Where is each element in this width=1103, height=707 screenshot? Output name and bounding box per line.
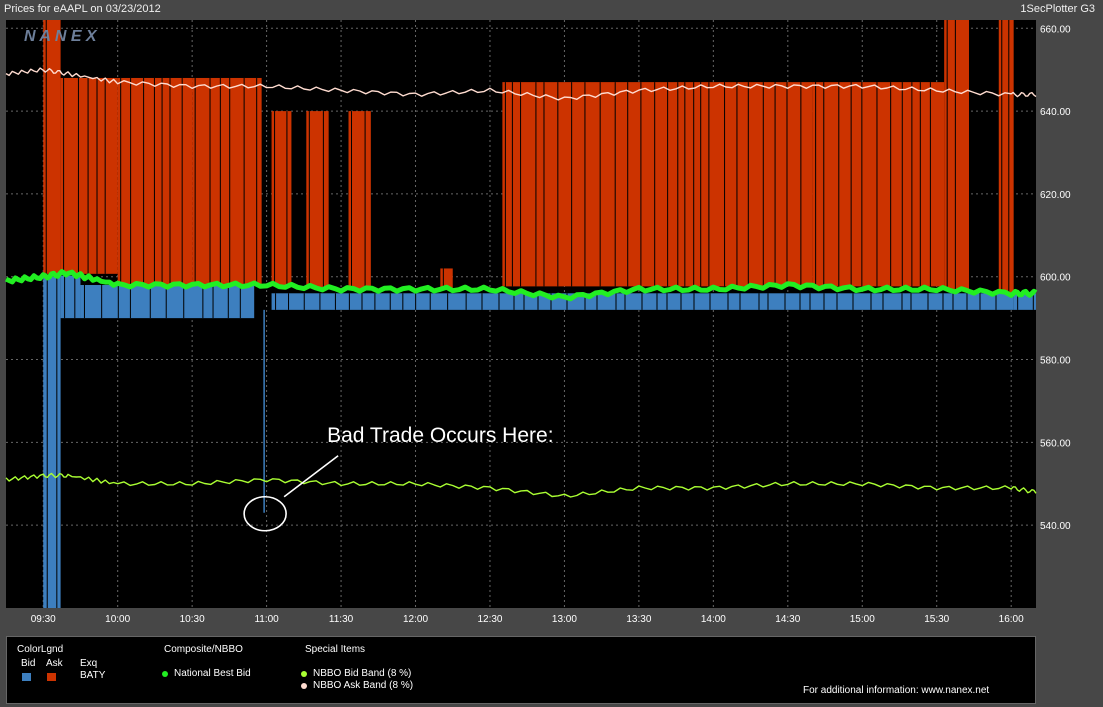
ask-quote-bar (812, 82, 945, 287)
x-tick-label: 15:30 (924, 614, 949, 625)
ask-quote-bar (192, 77, 262, 286)
legend-bid-label: Bid (21, 658, 36, 669)
ask-quote-bar (502, 82, 813, 287)
y-tick-label: 600.00 (1040, 273, 1071, 284)
series-line (4, 269, 1038, 302)
bid-quote-bar (43, 276, 61, 608)
y-tick-label: 560.00 (1040, 438, 1071, 449)
x-tick-label: 15:00 (850, 614, 875, 625)
ask-quote-bar (43, 20, 61, 274)
series-line (5, 67, 1037, 101)
series-lines (4, 67, 1038, 498)
info-link-text: For additional information: www.nanex.ne… (803, 685, 990, 696)
legend-panel: ColorLgnd Bid Ask Exq BATY Composite/NBB… (6, 636, 1036, 704)
x-tick-label: 14:00 (701, 614, 726, 625)
ask-swatch (47, 673, 56, 681)
bid-quote-bar (271, 293, 1014, 310)
axis-ticks: 540.00 560.00 580.00 600.00 620.00 640.00 660.… (31, 24, 1071, 625)
x-tick-label: 10:30 (180, 614, 205, 625)
series-line (5, 472, 1037, 498)
x-tick-label: 12:30 (477, 614, 502, 625)
bad-trade-annotation: Bad Trade Occurs Here: (243, 424, 554, 532)
ask-quote-bar (998, 20, 1014, 293)
y-tick-label: 580.00 (1040, 356, 1071, 367)
x-tick-label: 11:30 (329, 614, 354, 625)
bid-quote-bar (80, 285, 255, 319)
y-tick-label: 640.00 (1040, 107, 1071, 118)
chart-title: Prices for eAAPL on 03/23/2012 (4, 3, 161, 15)
colorlgnd-title: ColorLgnd (17, 644, 64, 655)
ask-quote-bar (60, 77, 118, 274)
legend-bid-band-label: NBBO Bid Band (8 %) (313, 668, 412, 679)
legend-ask-label: Ask (46, 658, 63, 669)
nbb-legend-dot (162, 671, 168, 677)
x-tick-label: 12:00 (403, 614, 428, 625)
legend-exq-label: Exq (80, 658, 98, 669)
plotter-name: 1SecPlotter G3 (1020, 3, 1095, 15)
bad-trade-label: Bad Trade Occurs Here: (327, 424, 553, 447)
y-tick-label: 660.00 (1040, 24, 1071, 35)
x-tick-label: 13:30 (626, 614, 651, 625)
x-tick-label: 14:30 (775, 614, 800, 625)
bad-trade-circle (243, 495, 287, 532)
x-tick-label: 16:00 (999, 614, 1024, 625)
bad-trade-pointer (283, 455, 339, 498)
y-tick-label: 540.00 (1040, 521, 1071, 532)
legend-nbb-label: National Best Bid (174, 668, 251, 679)
composite-title: Composite/NBBO (164, 644, 243, 655)
exchange-quote-bars (43, 20, 1036, 608)
y-tick-label: 620.00 (1040, 190, 1071, 201)
legend-ask-band-label: NBBO Ask Band (8 %) (313, 680, 414, 691)
legend-exchange: BATY (80, 670, 106, 681)
price-chart: 540.00 560.00 580.00 600.00 620.00 640.00 660.… (4, 20, 1071, 625)
ask-band-legend-dot (301, 683, 307, 689)
bid-band-legend-dot (301, 671, 307, 677)
x-tick-label: 09:30 (31, 614, 56, 625)
x-tick-label: 10:00 (105, 614, 130, 625)
special-items-title: Special Items (305, 644, 366, 655)
x-tick-label: 11:00 (254, 614, 279, 625)
nanex-watermark: N A N E X (24, 28, 98, 45)
bid-swatch (22, 673, 31, 681)
ask-quote-bar (944, 20, 969, 290)
x-tick-label: 13:00 (552, 614, 577, 625)
bid-quote-bar (60, 275, 81, 319)
